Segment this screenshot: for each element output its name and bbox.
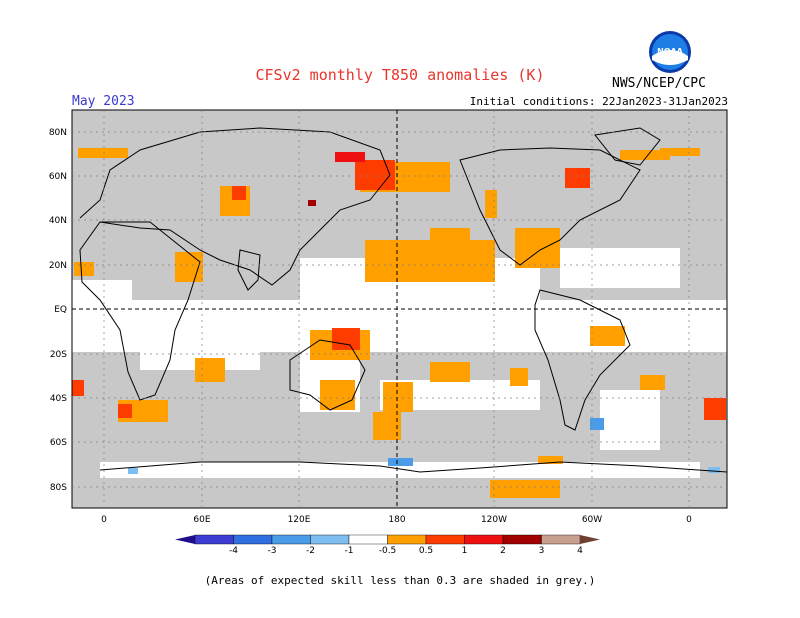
lat-label: 40N <box>49 216 67 226</box>
main-axes <box>72 110 727 508</box>
coastlines <box>79 127 728 473</box>
colorbar-tick-label: 2 <box>500 546 506 556</box>
colorbar-box <box>387 534 427 545</box>
lat-label: 80N <box>49 128 67 138</box>
colorbar-box <box>541 534 581 545</box>
lon-label: 180 <box>388 515 405 525</box>
lat-label: 20S <box>50 350 67 360</box>
colorbar-box <box>194 534 234 545</box>
colorbar-box <box>271 534 311 545</box>
forecast-month: May 2023 <box>72 94 135 109</box>
footnote: (Areas of expected skill less than 0.3 a… <box>204 574 596 587</box>
lon-label: 60E <box>193 515 210 525</box>
colorbar-tick-label: 1 <box>462 546 468 556</box>
lat-label: 80S <box>50 483 67 493</box>
colorbar-tick-label: -0.5 <box>379 546 397 556</box>
colorbar-box <box>425 534 465 545</box>
lat-label: 60S <box>50 438 67 448</box>
page-title: CFSv2 monthly T850 anomalies (K) <box>255 66 545 84</box>
colorbar-box <box>348 534 388 545</box>
lat-label: EQ <box>54 305 67 315</box>
lat-label: 40S <box>50 394 67 404</box>
colorbar-arrow-left <box>175 535 195 544</box>
colorbar-tick-label: -4 <box>229 546 238 556</box>
colorbar-tick-label: -1 <box>345 546 354 556</box>
colorbar-tick-label: 4 <box>577 546 583 556</box>
colorbar-box <box>502 534 542 545</box>
logo-text: NOAA <box>657 47 683 56</box>
longitude-labels: 0 60E 120E 180 120W 60W 0 <box>101 515 692 525</box>
color-bar-legend: -4 -3 -2 -1 -0.5 0.5 1 2 3 4 <box>175 534 600 556</box>
colorbar-tick-label: 0.5 <box>419 546 433 556</box>
positive-anomalies <box>72 148 726 498</box>
lon-label: 120W <box>481 515 507 525</box>
lat-label: 60N <box>49 172 67 182</box>
agency-label: NWS/NCEP/CPC <box>612 76 706 91</box>
noaa-logo: NOAA <box>648 30 692 74</box>
initial-conditions: Initial conditions: 22Jan2023-31Jan2023 <box>469 95 728 108</box>
colorbar-box <box>310 534 350 545</box>
colorbar-tick-label: 3 <box>539 546 545 556</box>
lon-label: 0 <box>686 515 692 525</box>
lat-label: 20N <box>49 261 67 271</box>
colorbar-tick-label: -3 <box>268 546 277 556</box>
colorbar-tick-label: -2 <box>306 546 315 556</box>
latitude-labels: 80N 60N 40N 20N EQ 20S 40S 60S 80S <box>49 128 67 493</box>
lon-label: 120E <box>288 515 311 525</box>
lon-label: 0 <box>101 515 107 525</box>
negative-anomalies <box>128 418 720 474</box>
lon-label: 60W <box>582 515 602 525</box>
colorbar-box <box>233 534 273 545</box>
colorbar-box <box>464 534 504 545</box>
colorbar-arrow-right <box>580 535 600 544</box>
